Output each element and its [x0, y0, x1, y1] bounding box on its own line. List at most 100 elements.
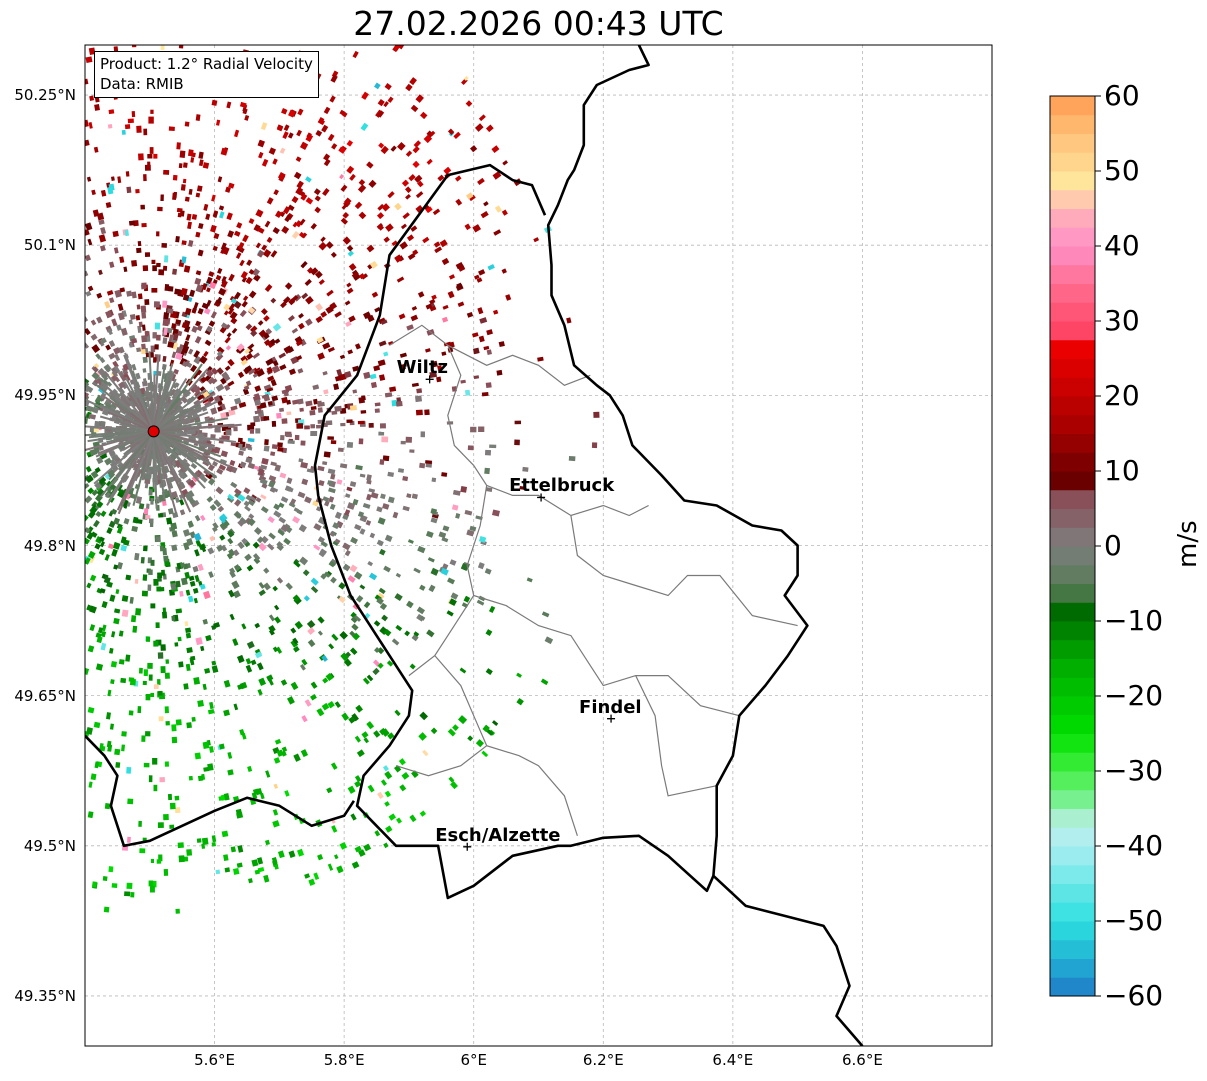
velocity-pixel: [411, 306, 418, 311]
velocity-pixel: [434, 246, 443, 254]
velocity-pixel: [197, 394, 205, 401]
velocity-pixel: [475, 739, 485, 748]
velocity-pixel: [227, 493, 235, 501]
colorbar-segment: [1050, 939, 1095, 959]
velocity-pixel: [336, 479, 343, 485]
velocity-pixel: [179, 150, 186, 158]
velocity-pixel: [162, 300, 168, 308]
velocity-pixel: [194, 499, 200, 506]
velocity-streak: [152, 363, 174, 432]
velocity-pixel: [318, 279, 325, 285]
velocity-pixel: [89, 505, 98, 515]
velocity-pixel: [300, 193, 308, 201]
velocity-pixel: [142, 574, 148, 581]
velocity-pixel: [96, 316, 103, 324]
velocity-pixel: [516, 698, 524, 706]
velocity-pixel: [98, 548, 106, 556]
colorbar-segment: [1050, 471, 1095, 491]
velocity-pixel: [218, 287, 227, 296]
velocity-pixel: [391, 399, 398, 407]
velocity-pixel: [85, 381, 90, 389]
velocity-pixel: [358, 211, 367, 220]
velocity-pixel: [447, 577, 455, 585]
velocity-pixel: [318, 479, 325, 487]
velocity-pixel: [377, 110, 385, 118]
velocity-pixel: [374, 307, 381, 313]
velocity-pixel: [278, 352, 286, 359]
velocity-pixel: [358, 179, 366, 186]
velocity-pixel: [301, 658, 308, 666]
velocity-streak: [152, 431, 158, 509]
velocity-pixel: [329, 558, 338, 567]
velocity-pixel: [346, 419, 353, 424]
velocity-pixel: [274, 864, 279, 870]
velocity-pixel: [310, 223, 317, 230]
velocity-pixel: [250, 329, 258, 337]
velocity-pixel: [169, 453, 177, 461]
velocity-pixel: [336, 865, 344, 874]
velocity-pixel: [148, 880, 154, 887]
colorbar: [1049, 95, 1101, 997]
velocity-pixel: [221, 371, 229, 380]
velocity-pixel: [378, 340, 387, 347]
velocity-pixel: [207, 547, 215, 555]
velocity-pixel: [402, 212, 410, 220]
velocity-pixel: [344, 493, 351, 499]
velocity-pixel: [99, 453, 108, 460]
colorbar-segment: [1050, 752, 1095, 772]
velocity-pixel: [180, 287, 188, 296]
velocity-pixel: [376, 597, 384, 605]
canton-boundary: [434, 655, 578, 836]
velocity-pixel: [327, 133, 335, 142]
velocity-pixel: [355, 464, 363, 471]
colorbar-segment: [1050, 377, 1095, 397]
velocity-pixel: [89, 448, 98, 456]
velocity-pixel: [110, 679, 115, 685]
velocity-pixel: [188, 775, 193, 781]
colorbar-tick-label: 20: [1104, 379, 1140, 412]
colorbar-segment: [1050, 321, 1095, 341]
velocity-pixel: [320, 236, 326, 243]
velocity-pixel: [315, 130, 323, 137]
national-border: [313, 45, 809, 900]
velocity-pixel: [138, 667, 143, 674]
velocity-pixel: [265, 328, 272, 335]
velocity-pixel: [331, 143, 338, 150]
velocity-pixel: [148, 775, 153, 783]
velocity-pixel: [381, 614, 388, 622]
velocity-pixel: [138, 321, 143, 328]
colorbar-segment: [1050, 846, 1095, 866]
canton-boundary: [570, 515, 798, 627]
velocity-pixel: [150, 692, 155, 698]
velocity-pixel: [138, 153, 144, 161]
velocity-pixel: [310, 267, 319, 276]
velocity-pixel: [211, 835, 217, 843]
velocity-pixel: [167, 481, 174, 490]
velocity-pixel: [182, 178, 187, 184]
velocity-pixel: [340, 217, 348, 225]
velocity-pixel: [93, 146, 99, 153]
velocity-streak: [153, 388, 207, 433]
velocity-pixel: [279, 211, 286, 218]
velocity-pixel: [533, 237, 540, 243]
velocity-pixel: [247, 498, 256, 507]
velocity-pixel: [152, 332, 157, 339]
velocity-pixel: [272, 226, 280, 235]
colorbar-segment: [1050, 583, 1095, 603]
velocity-pixel: [267, 516, 275, 524]
velocity-pixel: [96, 371, 102, 377]
velocity-pixel: [175, 580, 181, 588]
velocity-pixel: [91, 881, 97, 888]
velocity-pixel: [178, 471, 186, 479]
velocity-pixel: [211, 526, 218, 533]
colorbar-segment: [1050, 358, 1095, 378]
velocity-pixel: [107, 689, 112, 697]
velocity-pixel: [359, 584, 366, 590]
velocity-pixel: [274, 616, 281, 624]
velocity-pixel: [277, 442, 283, 448]
velocity-pixel: [447, 290, 455, 299]
velocity-pixel: [166, 327, 173, 334]
velocity-pixel: [380, 493, 386, 500]
velocity-pixel: [203, 203, 209, 211]
